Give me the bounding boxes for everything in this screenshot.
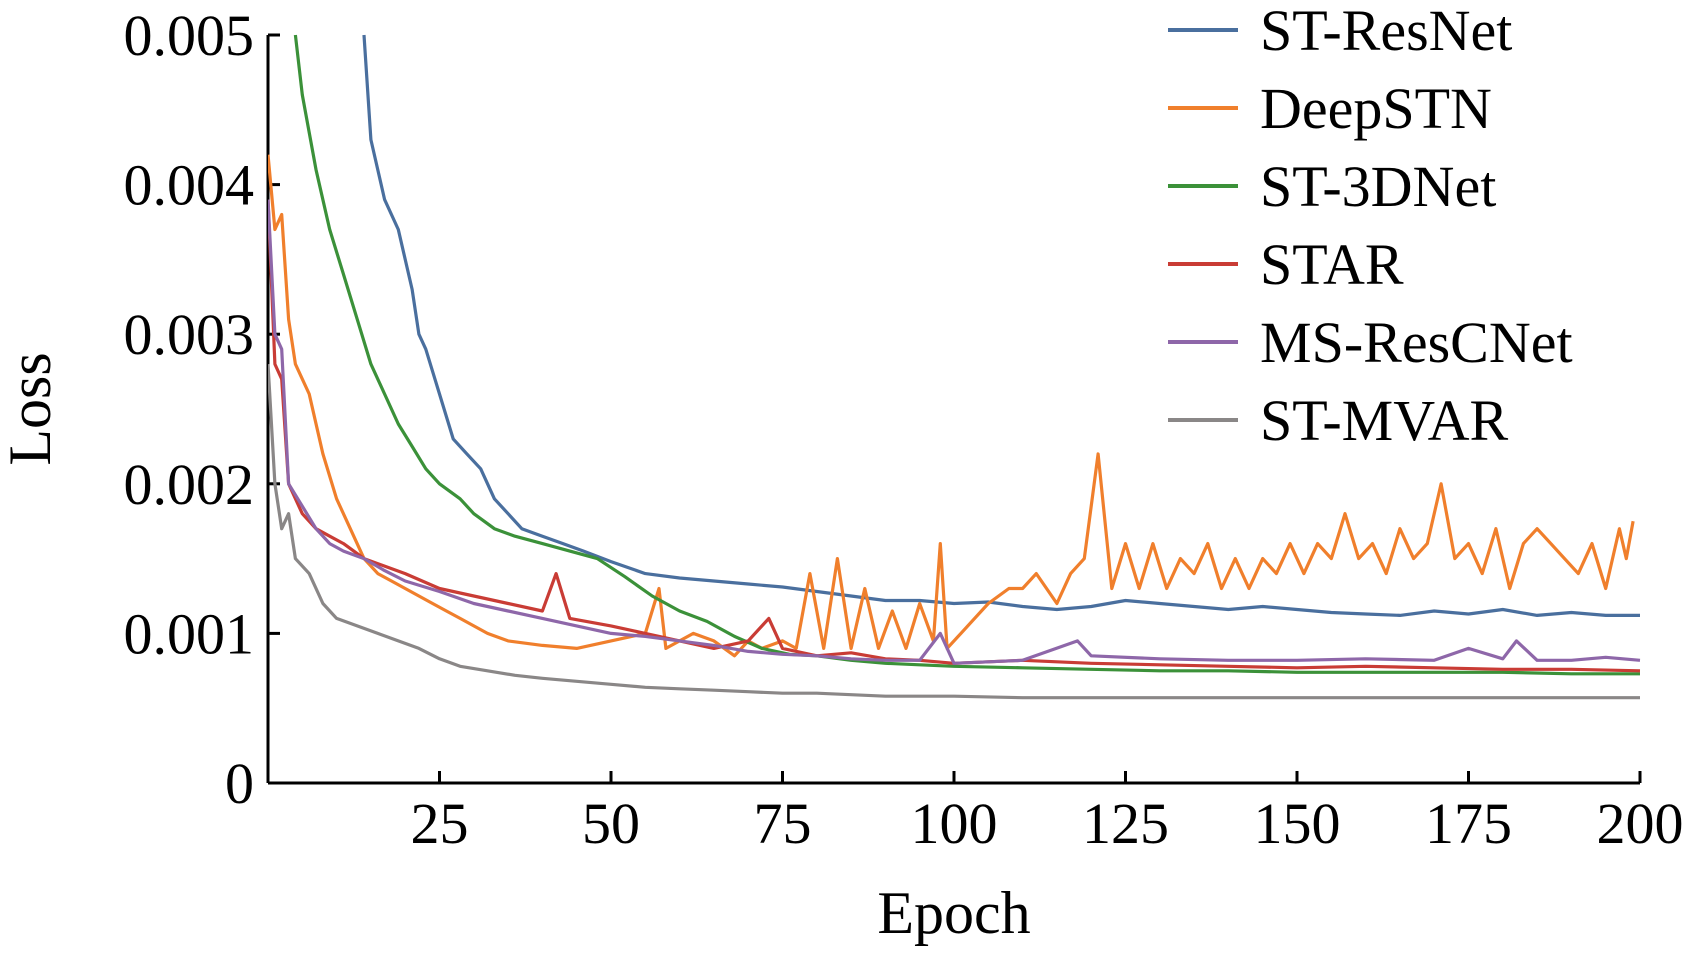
series-lines [268, 34, 1641, 700]
axes: 0 0.001 0.002 0.003 0.004 0.005 25 50 75 100 125 15… [0, 3, 1684, 946]
x-tick-label: 25 [411, 791, 469, 856]
legend-label-st-mvar: ST-MVAR [1260, 388, 1509, 453]
series-line-st-resnet [362, 34, 1640, 617]
legend-label-deepstn: DeepSTN [1260, 76, 1492, 141]
legend-label-star: STAR [1260, 232, 1404, 297]
legend-label-st-3dnet: ST-3DNet [1260, 154, 1496, 219]
y-tick-label: 0.004 [124, 153, 255, 218]
series-line-st-mvar [268, 364, 1640, 700]
y-tick-label: 0.002 [124, 452, 255, 517]
series-line-st-3dnet [293, 34, 1640, 676]
series-line-ms-rescnet [268, 199, 1641, 665]
series-line-deepstn [268, 154, 1635, 658]
y-tick-label: 0 [225, 751, 254, 816]
x-tick-label: 100 [911, 791, 998, 856]
x-tick-label: 50 [582, 791, 640, 856]
y-axis-title: Loss [0, 352, 63, 465]
y-tick-label: 0.005 [124, 3, 255, 68]
x-tick-label: 175 [1425, 791, 1512, 856]
y-tick-label: 0.001 [124, 601, 255, 666]
legend-label-ms-rescnet: MS-ResCNet [1260, 310, 1573, 375]
x-tick-label: 75 [754, 791, 812, 856]
x-axis-title: Epoch [877, 880, 1030, 946]
x-tick-label: 150 [1254, 791, 1341, 856]
x-tick-label: 200 [1597, 791, 1684, 856]
y-tick-label: 0.003 [124, 302, 255, 367]
x-tick-label: 125 [1082, 791, 1169, 856]
legend-label-st-resnet: ST-ResNet [1260, 0, 1512, 63]
legend: ST-ResNet DeepSTN ST-3DNet STAR MS-ResCNet ST… [1168, 0, 1573, 453]
